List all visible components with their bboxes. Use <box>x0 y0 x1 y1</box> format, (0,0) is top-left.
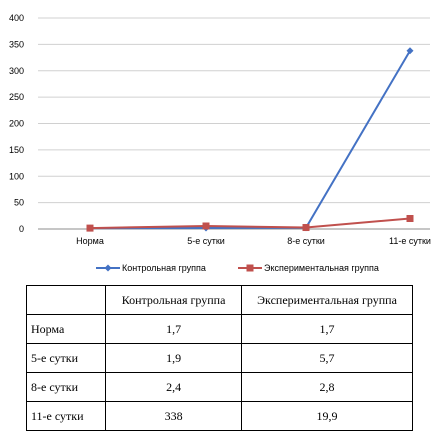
legend-label: Экспериментальная группа <box>264 263 379 273</box>
cell-control: 2,4 <box>105 372 243 402</box>
data-table: Контрольная группа Экспериментальная гру… <box>25 285 413 431</box>
gridlines <box>38 17 430 230</box>
y-axis-ticks: 0 50 100 150 200 250 300 350 400 <box>9 13 24 234</box>
row-label: 5-е сутки <box>25 343 107 373</box>
x-tick-label: 8-е сутки <box>287 236 325 246</box>
legend-label: Контрольная группа <box>122 263 206 273</box>
series-line-2 <box>89 217 411 230</box>
series-group <box>86 47 414 232</box>
y-tick-label: 100 <box>9 171 24 181</box>
y-tick-label: 400 <box>9 13 24 23</box>
table-row: Норма 1,7 1,7 <box>25 314 413 344</box>
data-point <box>86 224 94 232</box>
row-label: 11-е сутки <box>25 401 107 431</box>
cell-control: 1,9 <box>105 343 243 373</box>
table-row: 5-е сутки 1,9 5,7 <box>25 343 413 373</box>
cell-experimental: 19,9 <box>241 401 413 431</box>
cell-control: 338 <box>105 401 243 431</box>
cell-experimental: 5,7 <box>241 343 413 373</box>
line-chart: 0 50 100 150 200 250 300 350 400 Норма 5-е сутки 8… <box>9 13 431 273</box>
table-header-experimental: Экспериментальная группа <box>241 285 413 315</box>
y-tick-label: 250 <box>9 92 24 102</box>
cell-experimental: 1,7 <box>241 314 413 344</box>
data-point <box>406 215 414 223</box>
row-label: 8-е сутки <box>25 372 107 402</box>
table-row: 11-е сутки 338 19,9 <box>25 401 413 431</box>
x-tick-label: 5-е сутки <box>187 236 225 246</box>
data-point <box>406 47 414 55</box>
series-line-1 <box>89 50 411 230</box>
x-axis-categories: Норма 5-е сутки 8-е сутки 11-е сутки <box>76 236 431 246</box>
y-tick-label: 200 <box>9 119 24 129</box>
y-tick-label: 300 <box>9 66 24 76</box>
table-header-row: Контрольная группа Экспериментальная гру… <box>25 285 413 315</box>
legend: Контрольная группа Экспериментальная груп… <box>96 263 379 273</box>
legend-marker <box>104 264 112 272</box>
y-tick-label: 0 <box>19 224 24 234</box>
y-tick-label: 50 <box>14 198 24 208</box>
y-tick-label: 150 <box>9 145 24 155</box>
legend-marker <box>246 264 254 272</box>
x-tick-label: Норма <box>76 236 104 246</box>
cell-experimental: 2,8 <box>241 372 413 402</box>
row-label: Норма <box>25 314 107 344</box>
table-row: 8-е сутки 2,4 2,8 <box>25 372 413 402</box>
table-header-empty <box>25 285 107 315</box>
cell-control: 1,7 <box>105 314 243 344</box>
data-point <box>202 222 210 230</box>
table-header-control: Контрольная группа <box>105 285 243 315</box>
x-tick-label: 11-е сутки <box>389 236 431 246</box>
data-point <box>302 224 310 232</box>
y-tick-label: 350 <box>9 39 24 49</box>
